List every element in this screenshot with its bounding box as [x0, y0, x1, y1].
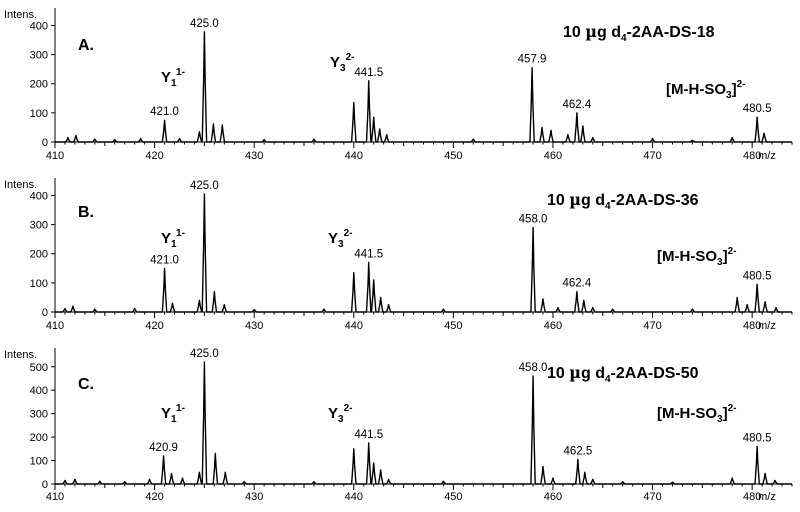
spectrum-trace [55, 361, 792, 485]
ion-label-y3: Y32- [330, 52, 354, 74]
peak-label: 441.5 [354, 67, 383, 79]
y-tick-label: 400 [30, 20, 48, 32]
x-axis-label: m/z [758, 150, 776, 162]
y-tick-label: 500 [30, 362, 48, 374]
y-axis-label: Intens. [4, 179, 37, 191]
x-tick-label: 460 [544, 150, 562, 162]
peak-label: 441.5 [354, 429, 383, 441]
x-tick-label: 440 [345, 150, 363, 162]
x-tick-label: 450 [444, 491, 462, 503]
y-tick-label: 0 [42, 479, 48, 491]
x-tick-label: 410 [46, 320, 64, 332]
y-axis-label: Intens. [4, 9, 37, 21]
y-tick-label: 400 [30, 190, 48, 202]
x-tick-label: 480 [743, 491, 761, 503]
x-tick-label: 410 [46, 150, 64, 162]
x-tick-label: 430 [245, 150, 263, 162]
spectrum-trace [55, 31, 792, 143]
peak-label: 480.5 [743, 432, 772, 444]
y-tick-label: 0 [42, 137, 48, 149]
panel-letter: C. [78, 376, 94, 393]
x-tick-label: 450 [444, 320, 462, 332]
ion-label-m-h-so3: [M-H-SO3]2- [666, 79, 745, 101]
x-tick-label: 470 [643, 150, 661, 162]
peak-label: 421.0 [150, 106, 179, 118]
y-tick-label: 200 [30, 249, 48, 261]
peak-label: 462.4 [562, 278, 591, 290]
peak-label: 425.0 [190, 18, 219, 30]
ion-label-y1: Y11- [161, 403, 185, 425]
y-tick-label: 100 [30, 278, 48, 290]
x-tick-label: 450 [444, 150, 462, 162]
x-tick-label: 420 [145, 150, 163, 162]
ion-label-m-h-so3: [M-H-SO3]2- [657, 403, 736, 425]
y-tick-label: 300 [30, 409, 48, 421]
y-tick-label: 0 [42, 307, 48, 319]
peak-label: 421.0 [150, 254, 179, 266]
y-tick-label: 200 [30, 79, 48, 91]
x-tick-label: 480 [743, 150, 761, 162]
x-tick-label: 430 [245, 491, 263, 503]
panel-letter: B. [78, 204, 94, 221]
x-tick-label: 420 [145, 320, 163, 332]
peak-label: 425.0 [190, 180, 219, 192]
sample-title: 10 µg d4-2AA-DS-50 [547, 363, 699, 385]
peak-label: 441.5 [354, 248, 383, 260]
y-tick-label: 300 [30, 220, 48, 232]
x-tick-label: 460 [544, 320, 562, 332]
x-axis-label: m/z [758, 491, 776, 503]
x-tick-label: 410 [46, 491, 64, 503]
x-tick-label: 430 [245, 320, 263, 332]
peak-label: 480.5 [743, 270, 772, 282]
ion-label-y1: Y11- [161, 228, 185, 250]
peak-label: 462.5 [563, 445, 592, 457]
peak-label: 425.0 [190, 348, 219, 360]
y-tick-label: 200 [30, 432, 48, 444]
y-tick-label: 400 [30, 385, 48, 397]
y-axis-label: Intens. [4, 349, 37, 361]
x-tick-label: 440 [345, 320, 363, 332]
x-tick-label: 480 [743, 320, 761, 332]
x-tick-label: 440 [345, 491, 363, 503]
y-tick-label: 100 [30, 108, 48, 120]
sample-title: 10 µg d4-2AA-DS-36 [547, 190, 699, 212]
peak-label: 458.0 [519, 214, 548, 226]
x-tick-label: 470 [643, 491, 661, 503]
x-tick-label: 470 [643, 320, 661, 332]
y-tick-label: 100 [30, 456, 48, 468]
panel-letter: A. [78, 37, 94, 54]
peak-label: 462.4 [562, 99, 591, 111]
peak-label: 420.9 [149, 442, 178, 454]
sample-title: 10 µg d4-2AA-DS-18 [563, 22, 715, 44]
ion-label-y3: Y32- [328, 228, 352, 250]
y-tick-label: 300 [30, 50, 48, 62]
spectrum-trace [55, 193, 792, 313]
peak-label: 480.5 [743, 103, 772, 115]
ion-label-y3: Y32- [328, 403, 352, 425]
ion-label-y1: Y11- [161, 67, 185, 89]
x-tick-label: 460 [544, 491, 562, 503]
ion-label-m-h-so3: [M-H-SO3]2- [657, 246, 736, 268]
x-axis-label: m/z [758, 320, 776, 332]
peak-label: 458.0 [519, 362, 548, 374]
x-tick-label: 420 [145, 491, 163, 503]
peak-label: 457.9 [518, 54, 547, 66]
